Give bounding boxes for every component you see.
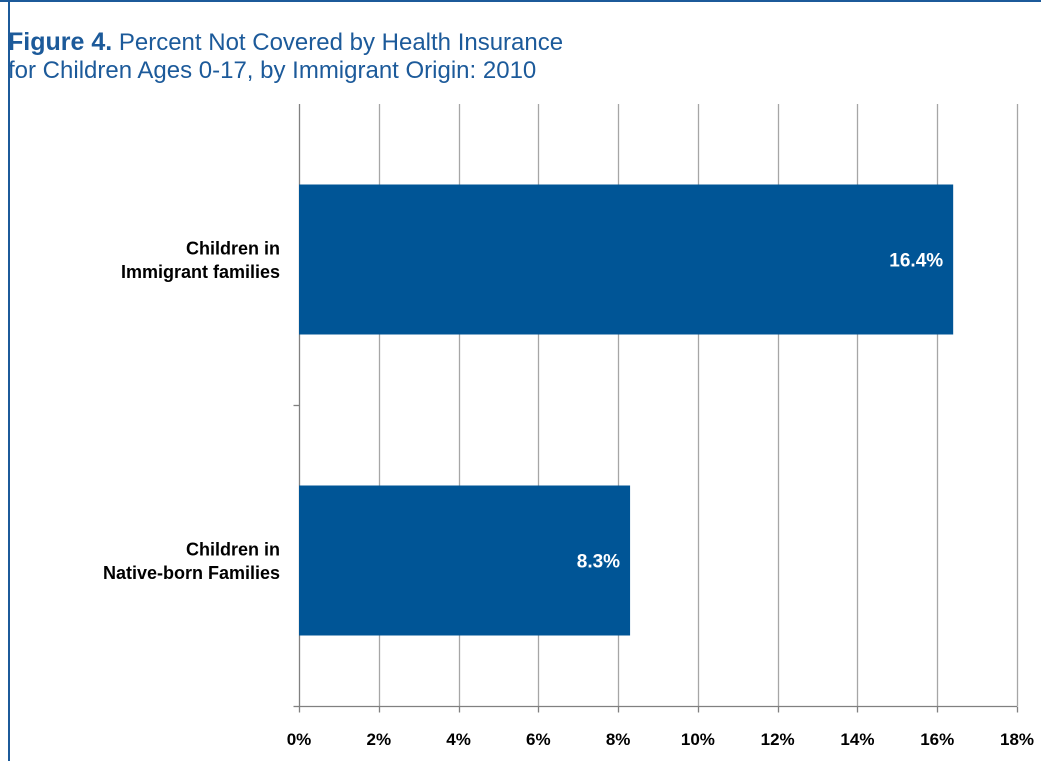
figure-title-text: Percent Not Covered by Health Insurance bbox=[118, 29, 564, 56]
category-label-1: Children in Native-born Families bbox=[103, 540, 280, 583]
category-label-1-line-1: Native-born Families bbox=[103, 563, 280, 583]
x-tick-label-6: 12% bbox=[761, 730, 795, 749]
figure-title-line-1: Figure 4. Percent Not Covered by Health … bbox=[8, 28, 563, 57]
figure-title-line-2: for Children Ages 0-17, by Immigrant Ori… bbox=[8, 57, 537, 84]
frame-left-border bbox=[8, 0, 10, 761]
x-tick-label-1: 2% bbox=[366, 730, 391, 749]
category-label-1-line-0: Children in bbox=[186, 540, 280, 560]
frame-top-border bbox=[0, 0, 1041, 2]
figure-number: Figure 4. bbox=[8, 28, 113, 56]
data-label-1: 8.3% bbox=[577, 552, 620, 573]
x-tick-label-7: 14% bbox=[840, 730, 874, 749]
x-tick-label-4: 8% bbox=[606, 730, 631, 749]
figure-title: Figure 4. Percent Not Covered by Health … bbox=[8, 28, 563, 85]
x-tick-label-2: 4% bbox=[446, 730, 471, 749]
category-label-0: Children in Immigrant families bbox=[121, 239, 280, 282]
x-tick-label-5: 10% bbox=[681, 730, 715, 749]
category-label-0-line-1: Immigrant families bbox=[121, 262, 280, 282]
bar-0 bbox=[299, 184, 954, 335]
x-tick-label-3: 6% bbox=[526, 730, 551, 749]
bar-1 bbox=[299, 485, 631, 636]
x-tick-label-0: 0% bbox=[287, 730, 312, 749]
category-label-0-line-0: Children in bbox=[186, 239, 280, 259]
data-label-0: 16.4% bbox=[889, 251, 943, 272]
x-tick-label-9: 18% bbox=[1000, 730, 1034, 749]
x-tick-label-8: 16% bbox=[920, 730, 954, 749]
